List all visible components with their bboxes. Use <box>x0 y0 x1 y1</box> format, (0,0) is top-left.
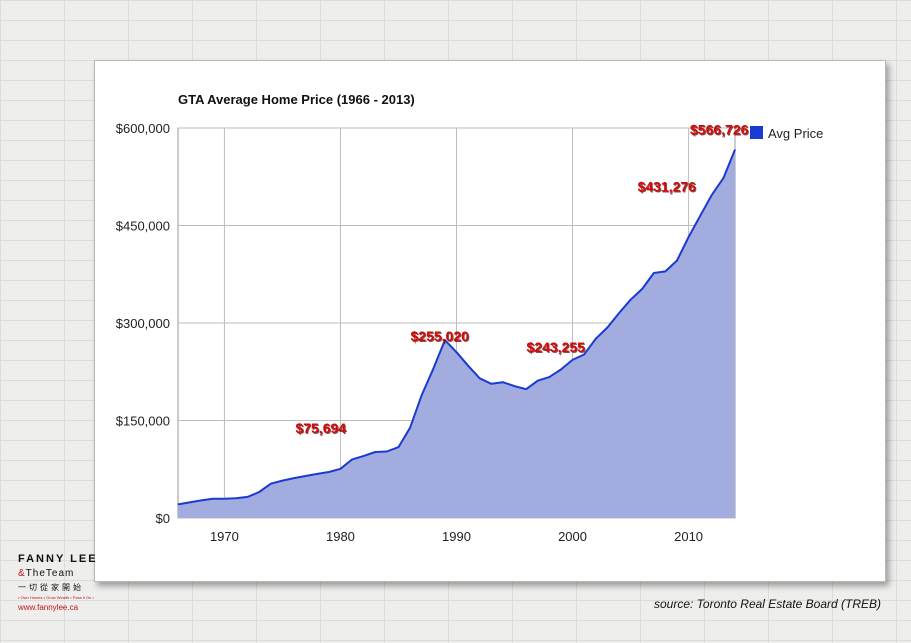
avg-price-point-1999 <box>560 369 562 371</box>
chart-card: GTA Average Home Price (1966 - 2013) $0 $… <box>94 60 886 582</box>
avg-price-point-2009 <box>676 259 678 261</box>
avg-price-point-1988 <box>432 368 434 370</box>
legend-label-avg-price: Avg Price <box>768 126 823 141</box>
avg-price-point-1984 <box>386 451 388 453</box>
avg-price-point-1972 <box>247 496 249 498</box>
avg-price-point-1980 <box>339 468 341 470</box>
x-tick-label: 1990 <box>442 529 471 544</box>
chart-title: GTA Average Home Price (1966 - 2013) <box>178 92 415 107</box>
annotation-1990: $255,020$255,020 <box>411 328 471 345</box>
chart-svg: GTA Average Home Price (1966 - 2013) $0$… <box>116 92 824 544</box>
avg-price-point-1995 <box>514 385 516 387</box>
avg-price-point-1975 <box>281 480 283 482</box>
avg-price-point-2013 <box>722 177 724 179</box>
avg-price-point-1987 <box>421 394 423 396</box>
avg-price-point-2002 <box>595 338 597 340</box>
avg-price-point-1993 <box>490 383 492 385</box>
area-layer <box>177 149 736 518</box>
avg-price-point-2006 <box>641 288 643 290</box>
annotation-shadow: $243,255 <box>528 340 587 356</box>
avg-price-point-2012 <box>711 194 713 196</box>
axis-layer: $0 $150,000 $300,000 $450,000 $600,000 1970 19… <box>116 121 703 544</box>
avg-price-point-2010 <box>688 236 690 238</box>
avg-price-point-1976 <box>293 477 295 479</box>
avg-price-point-1982 <box>363 455 365 457</box>
avg-price-point-1994 <box>502 381 504 383</box>
avg-price-point-1977 <box>305 475 307 477</box>
avg-price-point-2004 <box>618 312 620 314</box>
annotation-label: $75,694 <box>295 420 346 436</box>
annotation-layer: $75,694$75,694$255,020$255,020$243,255$2… <box>295 122 749 437</box>
annotation-shadow: $255,020 <box>412 329 471 345</box>
logo-team-amp: & <box>18 568 26 579</box>
avg-price-point-2001 <box>583 354 585 356</box>
avg-price-point-2000 <box>572 359 574 361</box>
y-tick-label: $0 <box>156 511 170 526</box>
avg-price-point-1978 <box>316 473 318 475</box>
legend[interactable]: Avg Price <box>750 126 823 141</box>
logo-team: &TheTeam <box>18 568 108 579</box>
avg-price-point-1971 <box>235 497 237 499</box>
avg-price-point-1990 <box>456 351 457 353</box>
avg-price-area <box>178 149 735 518</box>
avg-price-point-2005 <box>630 299 632 301</box>
logo-chinese-motto: 一切從家開始 <box>18 583 84 592</box>
y-tick-label: $300,000 <box>116 316 170 331</box>
annotation-label: $255,020 <box>411 328 470 344</box>
avg-price-point-1970 <box>223 498 225 500</box>
avg-price-point-1979 <box>328 471 330 473</box>
avg-price-point-1991 <box>467 365 469 367</box>
avg-price-point-1996 <box>525 388 527 390</box>
logo-name: FANNY LEE <box>18 553 98 565</box>
annotation-2000: $243,255$243,255 <box>527 339 587 356</box>
avg-price-point-1973 <box>258 491 260 493</box>
annotation-shadow: $75,694 <box>296 421 347 437</box>
source-note: source: Toronto Real Estate Board (TREB) <box>654 597 881 611</box>
avg-price-point-1997 <box>537 380 539 382</box>
y-tick-label: $450,000 <box>116 219 170 234</box>
avg-price-point-1983 <box>374 451 376 453</box>
x-tick-label: 1970 <box>210 529 239 544</box>
annotation-shadow: $566,726 <box>691 123 750 139</box>
y-tick-label: $600,000 <box>116 121 170 136</box>
x-tick-label: 2000 <box>558 529 587 544</box>
annotation-1980: $75,694$75,694 <box>295 420 347 437</box>
avg-price-point-1998 <box>548 376 550 378</box>
avg-price-point-2007 <box>653 272 655 274</box>
avg-price-point-1981 <box>351 458 353 460</box>
annotation-label: $431,276 <box>638 179 697 195</box>
logo-tagline: • Own Homes • Grow Wealth • Pass it On • <box>18 595 94 600</box>
annotation-2014: $566,726$566,726 <box>690 122 750 139</box>
avg-price-point-1985 <box>397 446 399 448</box>
y-tick-label: $150,000 <box>116 414 170 429</box>
avg-price-point-2014 <box>734 149 736 151</box>
logo-team-text: TheTeam <box>25 568 75 579</box>
annotation-shadow: $431,276 <box>639 180 698 196</box>
x-tick-label: 1980 <box>326 529 355 544</box>
brand-logo: FANNY LEE &TheTeam 一切從家開始 • Own Homes • … <box>18 553 108 612</box>
annotation-label: $243,255 <box>527 339 586 355</box>
avg-price-point-1992 <box>479 377 481 379</box>
avg-price-point-1966 <box>177 503 179 505</box>
avg-price-point-2003 <box>606 326 608 328</box>
annotation-label: $566,726 <box>690 122 749 138</box>
x-tick-label: 2010 <box>674 529 703 544</box>
avg-price-point-1967 <box>189 501 191 503</box>
avg-price-point-2008 <box>664 270 666 272</box>
annotation-2010: $431,276$431,276 <box>638 179 698 196</box>
avg-price-point-1968 <box>200 499 202 501</box>
avg-price-point-1969 <box>212 498 214 500</box>
legend-swatch <box>750 126 763 139</box>
avg-price-point-1986 <box>409 427 411 429</box>
logo-url: www.fannylee.ca <box>18 603 79 612</box>
avg-price-point-2011 <box>699 215 701 217</box>
avg-price-point-1974 <box>270 483 272 485</box>
avg-price-point-1989 <box>444 339 446 341</box>
